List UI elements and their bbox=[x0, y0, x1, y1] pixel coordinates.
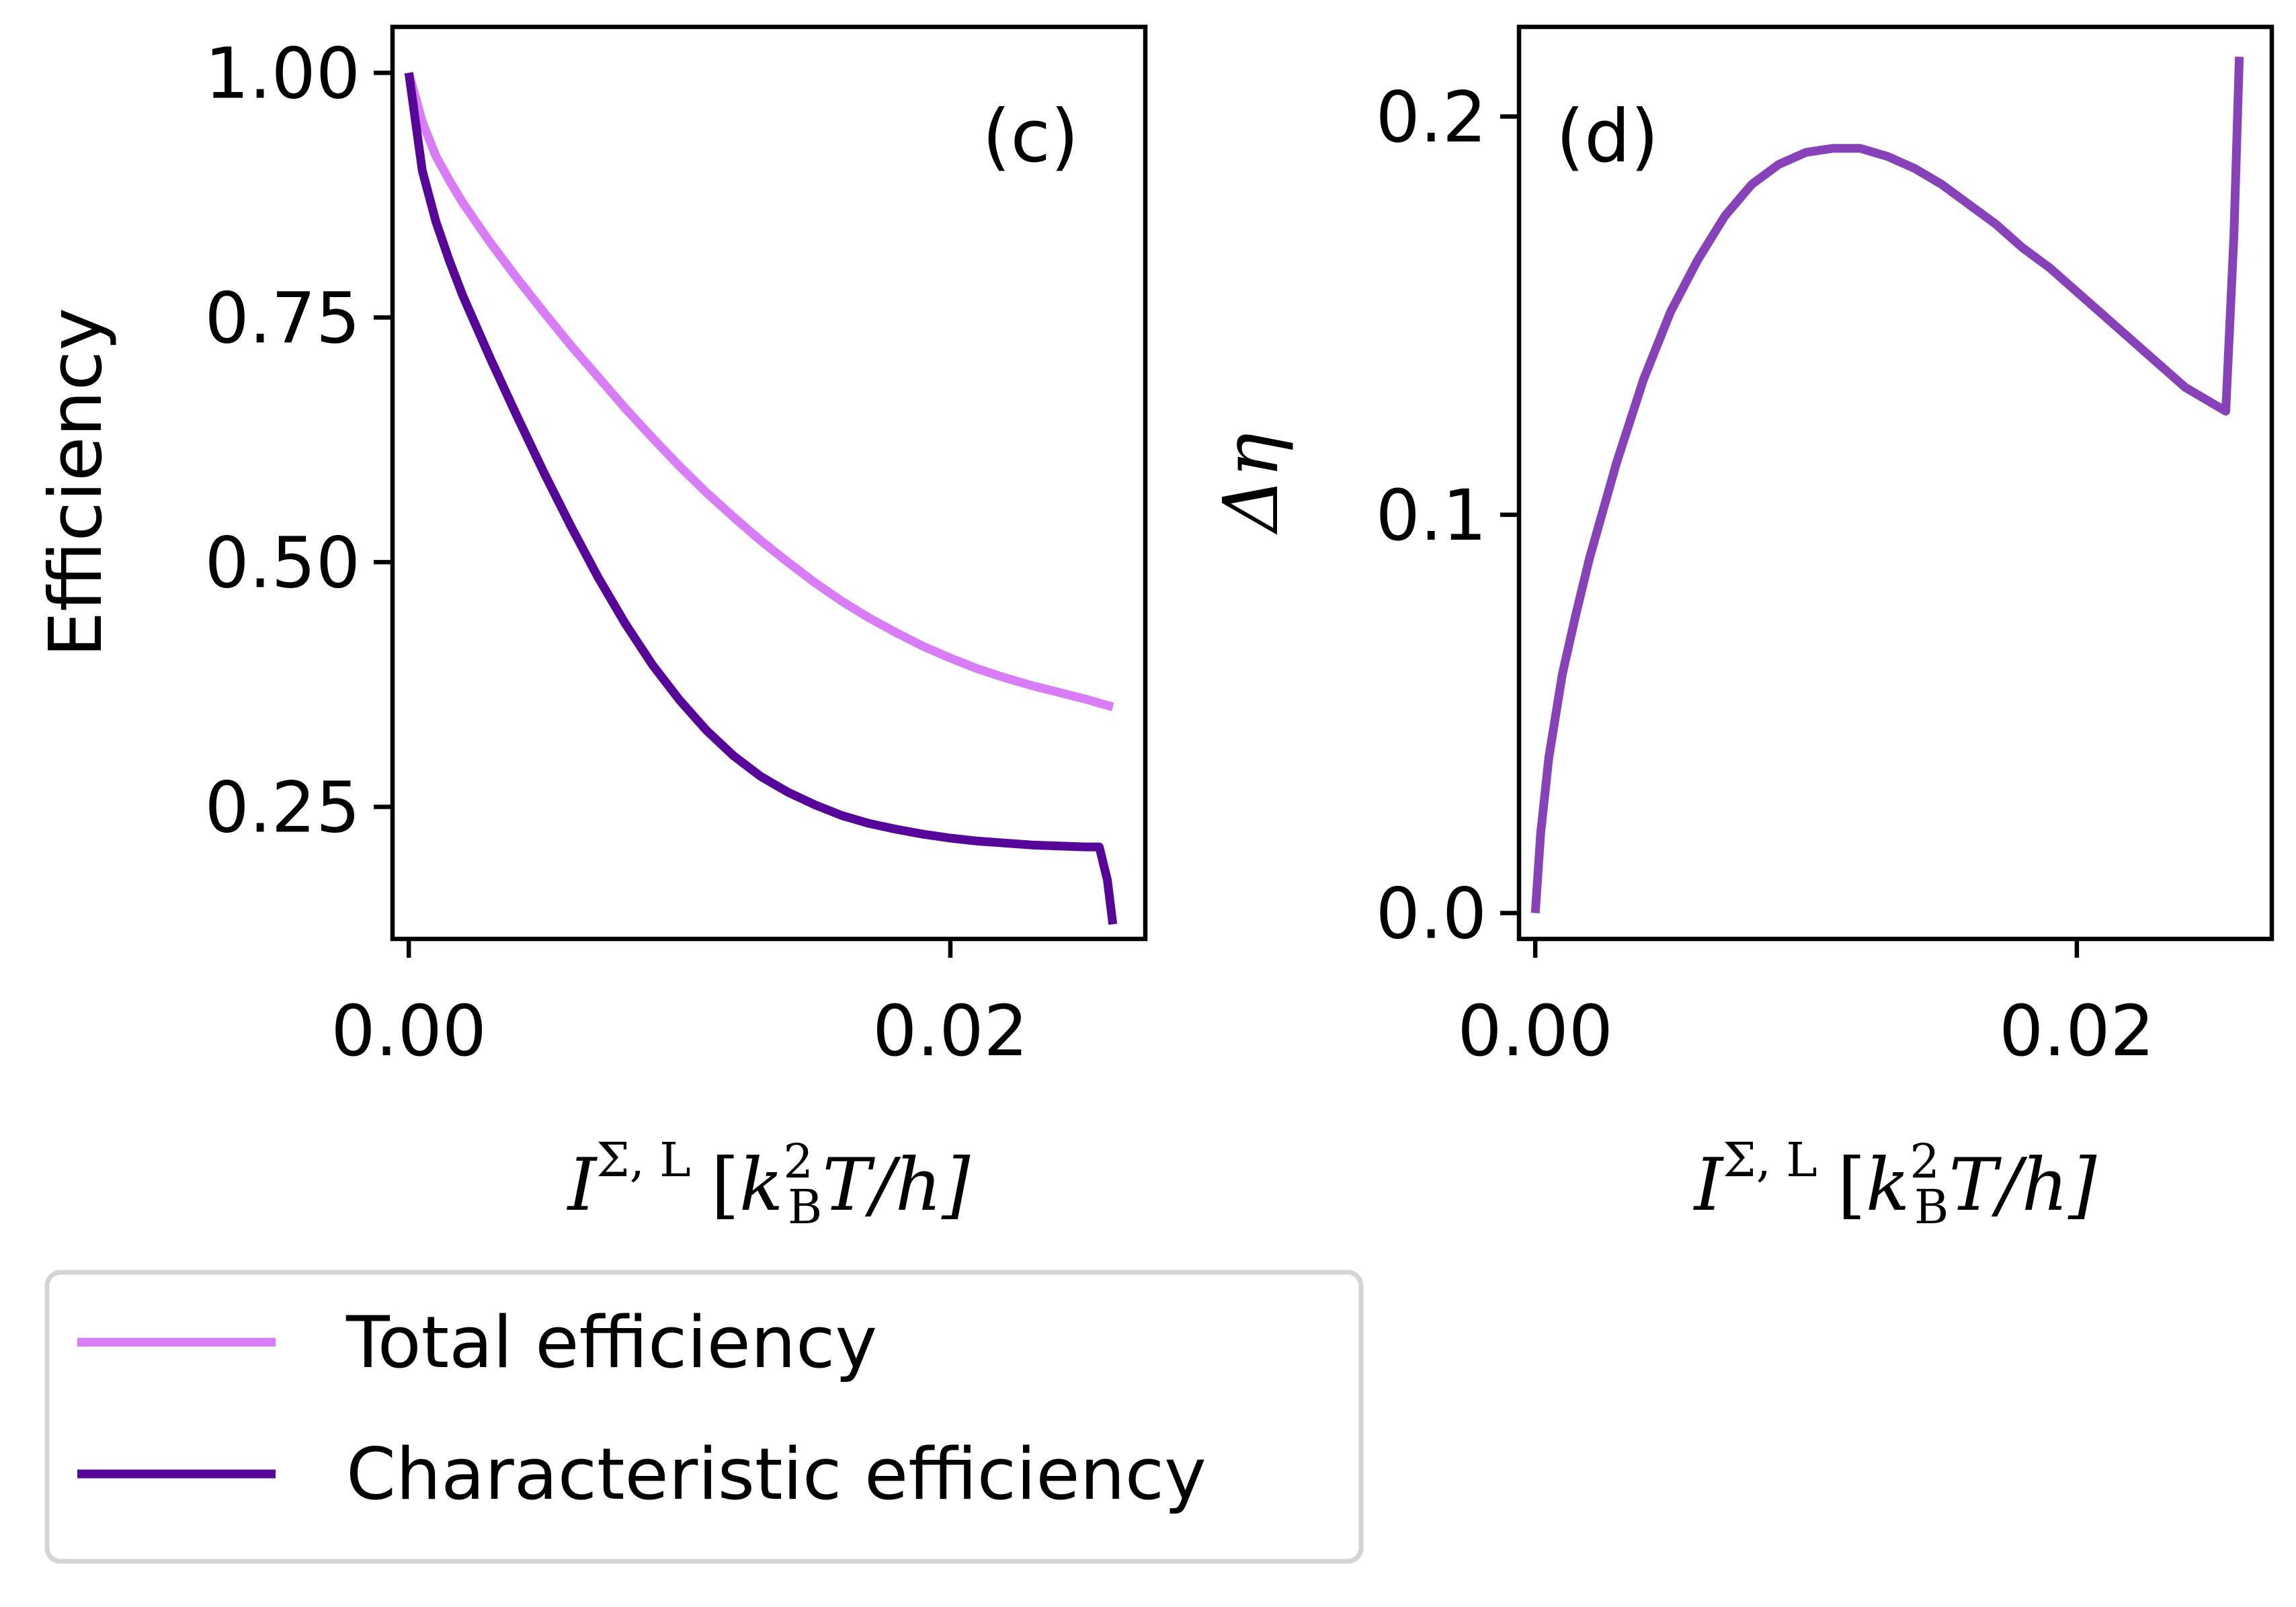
panel-d-axes-frame bbox=[1516, 24, 2274, 942]
panel-c-x-tick-label: 0.00 bbox=[331, 990, 487, 1072]
panel-d-x-tick-label: 0.02 bbox=[1999, 990, 2155, 1072]
panel-c-y-tick-label: 0.50 bbox=[204, 522, 360, 604]
total-efficiency-line bbox=[404, 71, 1114, 712]
panel-d-y-tick-label: 0.2 bbox=[1376, 76, 1487, 158]
panel-c-x-axis-label: IΣ, L [k2 BT/h] bbox=[567, 1132, 971, 1235]
delta-eta-line bbox=[1530, 56, 2244, 913]
panel-c-y-axis-label: Efficiency bbox=[34, 308, 118, 657]
panel-c-y-tick-label: 0.25 bbox=[204, 766, 360, 848]
panel-c-y-tick-label: 1.00 bbox=[204, 32, 360, 114]
panel-c-y-tick-label: 0.75 bbox=[204, 277, 360, 359]
panel-d-x-axis-label: IΣ, L [k2 BT/h] bbox=[1693, 1132, 2098, 1235]
panel-c-efficiency-chart: 0.00 0.02 0.25 0.50 0.75 1.00 (c) Efficiency… bbox=[34, 24, 1148, 1235]
legend-box bbox=[44, 1270, 1364, 1564]
panel-d-y-tick-label: 0.1 bbox=[1376, 475, 1487, 557]
panel-d-x-tick-label: 0.00 bbox=[1457, 990, 1613, 1072]
characteristic-efficiency-line bbox=[404, 72, 1118, 925]
panel-d-y-axis-label: Δη bbox=[1208, 433, 1295, 535]
panel-c-axes-frame bbox=[390, 24, 1148, 942]
panel-c-x-tick-label: 0.02 bbox=[872, 990, 1028, 1072]
panel-c-label: (c) bbox=[982, 95, 1079, 179]
panel-d-label: (d) bbox=[1556, 95, 1659, 179]
panel-d-y-tick-label: 0.0 bbox=[1376, 872, 1487, 954]
legend-label-characteristic: Characteristic efficiency bbox=[346, 1433, 1206, 1516]
legend-label-total: Total efficiency bbox=[345, 1301, 877, 1384]
legend: Total efficiency Characteristic efficien… bbox=[44, 1270, 1364, 1564]
panel-d-delta-eta-chart: 0.00 0.02 0.0 0.1 0.2 (d) Δη IΣ, L [k2 BT/h] bbox=[1208, 24, 2274, 1235]
